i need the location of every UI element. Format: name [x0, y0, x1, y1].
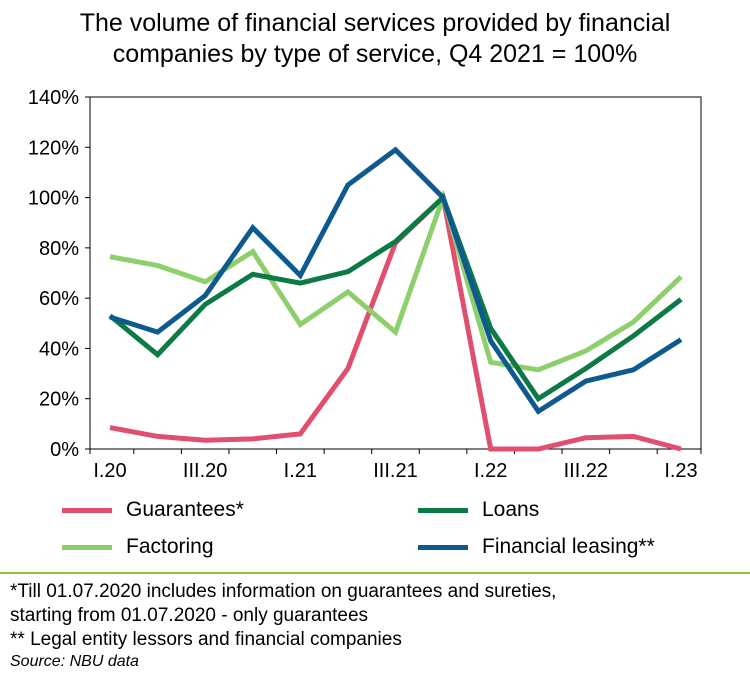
y-tick-label: 120%	[28, 137, 79, 159]
y-tick-label: 80%	[39, 238, 79, 260]
x-tick-label: I.20	[93, 460, 126, 482]
footnote-line-3: ** Legal entity lessors and financial co…	[10, 629, 402, 650]
chart-title-line-2: companies by type of service, Q4 2021 = …	[112, 40, 638, 68]
y-tick-label: 20%	[39, 389, 79, 411]
y-tick-label: 0%	[50, 439, 79, 461]
legend-item-financial-leasing: Financial leasing**	[418, 533, 655, 561]
series-line-financial-leasing	[109, 146, 683, 415]
x-tick-label: I.22	[474, 460, 507, 482]
series-line-factoring	[109, 189, 683, 373]
legend-label-factoring: Factoring	[126, 535, 214, 558]
x-tick-label: III.21	[373, 460, 417, 482]
legend-label-guarantees: Guarantees*	[126, 498, 244, 521]
legend-item-factoring: Factoring	[62, 533, 214, 561]
y-tick-label: 40%	[39, 338, 79, 360]
footnote-line-1: *Till 01.07.2020 includes information on…	[10, 581, 557, 602]
x-tick-label: I.21	[284, 460, 317, 482]
y-tick-label: 60%	[39, 288, 79, 310]
series-line-loans	[108, 193, 683, 403]
legend-item-loans: Loans	[418, 496, 539, 524]
y-tick-label: 140%	[28, 87, 79, 109]
source-note: Source: NBU data	[10, 653, 139, 670]
line-chart: 0% 20% 40% 60% 80% 100% 120% 140% I.20 III.20 I.21…	[28, 87, 702, 482]
x-tick-label: I.23	[664, 460, 697, 482]
x-tick-label: III.20	[183, 460, 227, 482]
legend-swatch-guarantees	[62, 507, 112, 513]
y-tick-label: 100%	[28, 188, 79, 210]
footnote-line-2: starting from 01.07.2020 - only guarante…	[10, 605, 369, 626]
chart-title: The volume of financial services provide…	[0, 8, 750, 70]
footer-divider	[0, 572, 750, 574]
x-tick-label: III.22	[564, 460, 608, 482]
legend-swatch-financial-leasing	[418, 544, 468, 550]
legend-swatch-loans	[418, 507, 468, 513]
legend-item-guarantees: Guarantees*	[62, 496, 244, 524]
chart-title-line-1: The volume of financial services provide…	[79, 9, 671, 37]
series-line-guarantees	[109, 192, 682, 452]
legend-swatch-factoring	[62, 544, 112, 550]
footnotes: *Till 01.07.2020 includes information on…	[10, 580, 740, 672]
legend-label-loans: Loans	[482, 498, 540, 521]
legend-label-financial-leasing: Financial leasing**	[482, 535, 655, 558]
plot-frame	[89, 96, 702, 450]
